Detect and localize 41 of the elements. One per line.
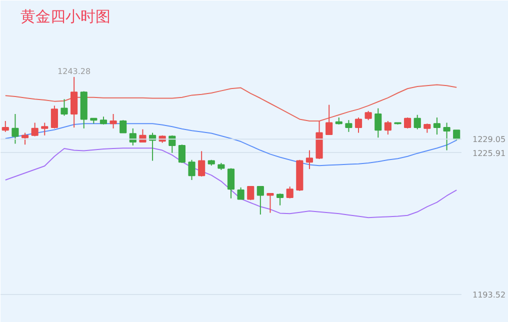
candlestick <box>286 186 294 199</box>
candlestick <box>256 186 264 216</box>
candlestick <box>247 186 254 201</box>
candlestick <box>70 76 78 128</box>
candlestick <box>354 116 362 134</box>
candlestick <box>2 120 9 132</box>
chart-title: 黄金四小时图 <box>20 8 110 26</box>
y-tick-label: 1225.91 <box>472 148 506 158</box>
candlestick <box>404 116 412 129</box>
candlestick <box>110 113 117 129</box>
y-tick-label: 1193.52 <box>472 290 506 300</box>
candlestick <box>31 122 38 137</box>
candlestick <box>60 98 68 116</box>
annotation: 1243.28 <box>58 66 91 76</box>
candlestick <box>443 122 450 151</box>
candlestick <box>198 150 206 177</box>
candlestick <box>227 168 235 199</box>
line-series <box>4 148 458 218</box>
candlestick <box>414 114 421 130</box>
candlestick <box>266 193 274 214</box>
candlestick <box>41 122 48 136</box>
candlestick <box>326 104 333 136</box>
candlestick <box>453 130 460 141</box>
ref-line-label: 1229.05 <box>472 135 506 144</box>
candlestick <box>12 113 19 144</box>
candlestick <box>345 120 352 132</box>
candlestick <box>364 110 372 121</box>
candlestick <box>237 186 244 200</box>
candlestick <box>21 132 29 146</box>
candlestick <box>129 128 136 146</box>
candlestick <box>384 120 392 136</box>
candlestick <box>433 116 441 136</box>
candlestick <box>306 150 314 170</box>
candlestick <box>178 144 186 164</box>
candlestick <box>50 105 58 129</box>
candlestick <box>424 123 431 134</box>
line-series <box>4 84 458 122</box>
candlestick <box>276 193 284 206</box>
candlestick <box>374 108 382 138</box>
candlestick <box>120 120 127 134</box>
candlestick <box>188 159 196 180</box>
